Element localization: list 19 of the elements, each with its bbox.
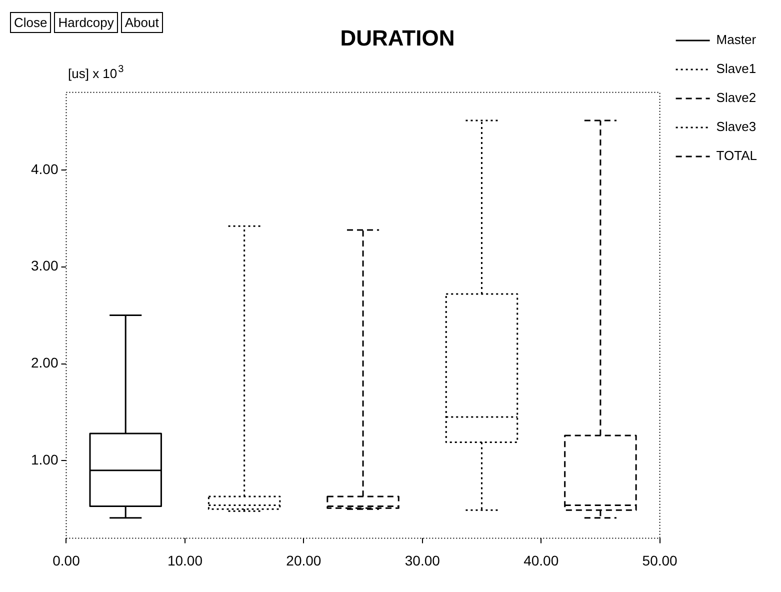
legend-label: Master bbox=[716, 32, 757, 48]
x-tick-label: 20.00 bbox=[286, 552, 322, 568]
chart-title: DURATION bbox=[340, 25, 455, 50]
x-tick-label: 40.00 bbox=[524, 552, 559, 568]
y-tick-label: 3.00 bbox=[31, 258, 58, 274]
x-tick-label: 10.00 bbox=[167, 552, 203, 568]
legend-label: Slave2 bbox=[716, 90, 756, 106]
y-tick-label: 1.00 bbox=[31, 452, 58, 468]
button: About bbox=[120, 12, 163, 33]
legend-label: Slave1 bbox=[716, 61, 756, 76]
x-tick-label: 30.00 bbox=[404, 552, 440, 568]
y-tick-label: 2.00 bbox=[31, 354, 58, 371]
button: Hardcopy bbox=[54, 12, 118, 33]
legend-label: Slave3 bbox=[716, 119, 756, 134]
x-tick-label: 50.00 bbox=[642, 552, 678, 568]
x-tick-label: 0.00 bbox=[52, 552, 80, 568]
y-tick-label: 4.00 bbox=[31, 160, 58, 177]
button: Close bbox=[10, 12, 52, 33]
legend-label: TOTAL bbox=[716, 148, 758, 164]
